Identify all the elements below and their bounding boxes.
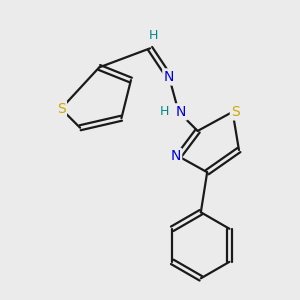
Text: N: N: [176, 105, 186, 119]
Text: N: N: [170, 149, 181, 164]
Text: N: N: [164, 70, 174, 84]
Text: H: H: [148, 29, 158, 42]
Text: S: S: [57, 102, 65, 116]
Text: H: H: [160, 105, 169, 119]
Text: S: S: [231, 105, 240, 119]
